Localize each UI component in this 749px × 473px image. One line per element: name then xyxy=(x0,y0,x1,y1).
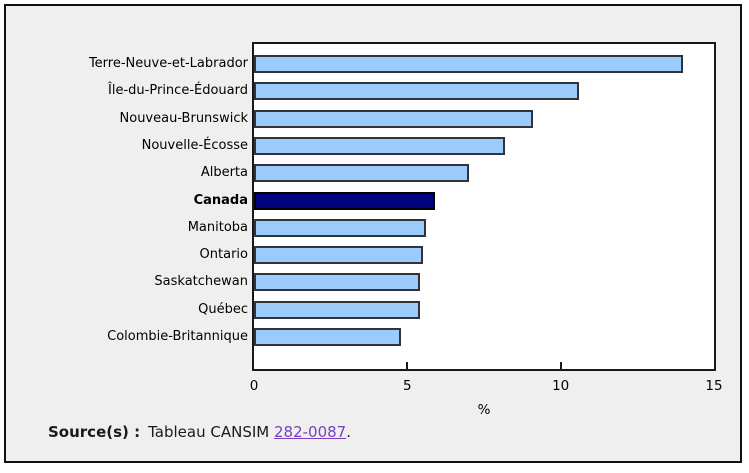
category-label: Ontario xyxy=(199,247,248,263)
x-axis-label: % xyxy=(477,402,491,418)
source-suffix: . xyxy=(346,423,351,441)
source-label: Source(s) : xyxy=(48,423,141,441)
bar xyxy=(254,273,420,292)
category-axis: Terre-Neuve-et-Labrador Île-du-Prince-Édo… xyxy=(6,6,248,386)
category-label: Nouveau-Brunswick xyxy=(119,110,248,126)
bar xyxy=(254,136,505,155)
x-axis-tick-label: 10 xyxy=(552,378,570,394)
chart-frame: Terre-Neuve-et-Labrador Île-du-Prince-Édo… xyxy=(4,4,742,463)
bar-highlight xyxy=(254,191,435,210)
category-label: Terre-Neuve-et-Labrador xyxy=(88,56,248,71)
bar xyxy=(254,300,420,319)
x-axis-tick-label: 0 xyxy=(249,378,259,394)
category-label: Québec xyxy=(198,301,248,317)
bar xyxy=(254,55,683,73)
plot-area xyxy=(252,42,716,371)
category-label: Manitoba xyxy=(187,219,248,235)
x-axis-tick-label: 5 xyxy=(403,378,412,394)
bar xyxy=(254,164,469,183)
source-text: Tableau CANSIM xyxy=(148,423,270,441)
bar xyxy=(254,328,401,346)
x-axis-tick-label: 15 xyxy=(705,378,723,394)
category-label: Colombie-Britannique xyxy=(107,329,248,344)
category-label: Alberta xyxy=(200,165,248,181)
source-link[interactable]: 282-0087 xyxy=(274,423,347,441)
category-label: Île-du-Prince-Édouard xyxy=(108,83,248,99)
category-label: Saskatchewan xyxy=(154,274,248,290)
bar xyxy=(254,109,533,128)
bar xyxy=(254,82,579,101)
category-label: Canada xyxy=(193,192,248,208)
bar xyxy=(254,246,423,265)
x-axis-tick-mark xyxy=(559,362,562,369)
bar xyxy=(254,218,426,237)
x-axis-tick-mark xyxy=(406,362,409,369)
category-label: Nouvelle-Écosse xyxy=(141,137,248,153)
source-line: Source(s) : Tableau CANSIM 282-0087. xyxy=(48,423,351,441)
